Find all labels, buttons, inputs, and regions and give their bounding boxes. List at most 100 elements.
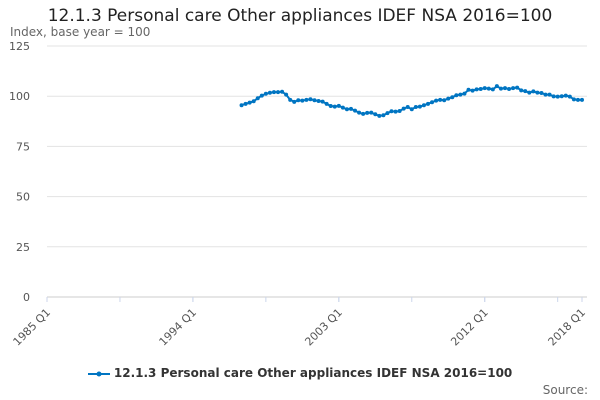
legend: 12.1.3 Personal care Other appliances ID… (0, 366, 600, 380)
x-tick-label: 2003 Q1 (302, 306, 345, 349)
data-point (247, 100, 252, 105)
data-point (454, 93, 459, 98)
data-point (466, 87, 471, 92)
data-point (575, 97, 580, 102)
data-point (393, 109, 398, 114)
data-point (276, 90, 281, 95)
data-point (567, 94, 572, 99)
data-point (490, 87, 495, 92)
data-point (482, 86, 487, 91)
data-point (381, 113, 386, 118)
y-tick-label: 75 (16, 140, 30, 153)
data-point (340, 105, 345, 110)
data-point (365, 110, 370, 115)
data-point (470, 88, 475, 93)
x-tick-label: 2012 Q1 (448, 306, 491, 349)
data-point (458, 92, 463, 97)
data-point (263, 91, 268, 96)
data-point (308, 97, 313, 102)
data-point (498, 86, 503, 91)
data-point (543, 92, 548, 97)
data-point (409, 107, 414, 112)
data-point (401, 106, 406, 111)
data-point (523, 89, 528, 94)
data-point (353, 108, 358, 113)
data-point (316, 99, 321, 104)
data-point (284, 92, 289, 97)
data-point (580, 97, 584, 102)
data-point (304, 97, 309, 102)
chart-title: 12.1.3 Personal care Other appliances ID… (47, 6, 553, 26)
data-point (336, 103, 341, 108)
data-point (559, 94, 564, 99)
data-point (332, 104, 337, 109)
y-tick-label: 125 (9, 40, 30, 53)
data-point (292, 99, 297, 104)
data-point (320, 99, 325, 104)
data-point (438, 97, 443, 102)
data-point (324, 101, 329, 106)
data-point (535, 90, 540, 95)
data-point (255, 96, 260, 101)
data-point (389, 109, 394, 114)
data-point (348, 106, 353, 111)
data-point (397, 109, 402, 114)
legend-marker-icon (87, 371, 110, 376)
data-point (296, 98, 301, 103)
y-tick-label: 50 (16, 191, 30, 204)
data-point (425, 101, 430, 106)
legend-label: 12.1.3 Personal care Other appliances ID… (113, 366, 513, 380)
data-point (527, 90, 532, 95)
data-point (300, 98, 305, 103)
data-point (267, 90, 272, 95)
data-point (555, 94, 560, 99)
data-point (312, 98, 317, 103)
data-point (571, 97, 576, 102)
y-tick-label: 100 (9, 90, 30, 103)
data-point (344, 107, 349, 112)
data-point (478, 86, 483, 91)
data-point (547, 92, 552, 97)
data-point (486, 86, 491, 91)
data-point (377, 113, 382, 118)
data-point (421, 103, 426, 108)
data-point (511, 86, 516, 91)
y-axis-label: Index, base year = 100 (10, 25, 151, 39)
data-point (373, 112, 378, 117)
data-point (474, 87, 479, 92)
data-point (369, 110, 374, 115)
data-point (280, 89, 285, 94)
data-point (417, 104, 422, 109)
data-point (328, 104, 333, 109)
data-point (462, 91, 467, 96)
data-point (385, 111, 390, 116)
data-point (243, 101, 248, 106)
data-point (531, 89, 536, 94)
data-point (507, 86, 512, 91)
data-point (563, 93, 568, 98)
data-point (251, 99, 256, 104)
data-point (239, 103, 244, 108)
y-tick-label: 25 (16, 241, 30, 254)
data-point (430, 100, 435, 105)
data-point (434, 98, 439, 103)
data-point (442, 98, 447, 103)
data-point (446, 96, 451, 101)
data-point (551, 94, 556, 99)
data-point (539, 90, 544, 95)
data-point (259, 93, 264, 98)
data-point (357, 110, 362, 115)
y-tick-label: 0 (23, 291, 30, 304)
data-point (519, 88, 524, 93)
data-point (413, 105, 418, 110)
data-point (361, 111, 366, 116)
source-label: Source: (542, 383, 588, 397)
data-point (271, 90, 276, 95)
data-point (515, 85, 520, 90)
x-tick-label: 2018 Q1 (546, 306, 589, 349)
data-point (288, 97, 293, 102)
x-tick-label: 1994 Q1 (156, 306, 199, 349)
data-point (494, 84, 499, 89)
data-point (502, 86, 507, 91)
